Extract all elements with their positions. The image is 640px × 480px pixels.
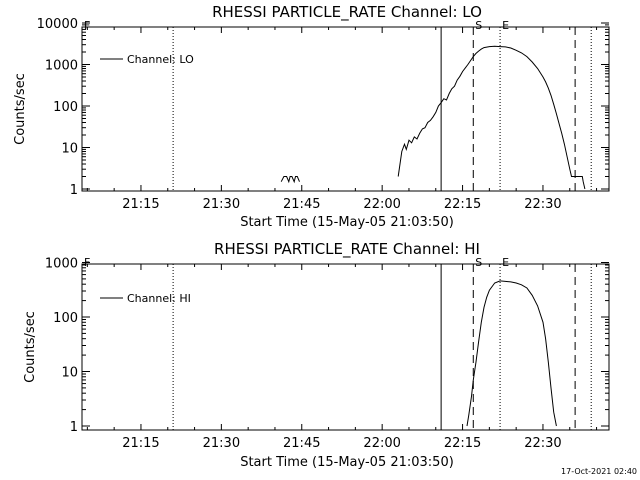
- series-line: [280, 176, 300, 184]
- chart-title: RHESSI PARTICLE_RATE Channel: LO: [212, 3, 482, 22]
- event-marker-label: S: [475, 19, 482, 32]
- event-marker-label: F: [84, 19, 90, 32]
- y-axis-label: Counts/sec: [13, 73, 28, 145]
- plot-frame: [81, 263, 610, 431]
- x-tick-label: 22:15: [444, 436, 481, 451]
- x-tick-label: 21:30: [203, 197, 240, 212]
- series-line: [397, 45, 586, 190]
- y-tick-label: 1: [70, 420, 78, 435]
- x-axis-label: Start Time (15-May-05 21:03:50): [240, 215, 454, 230]
- event-marker-label: S: [475, 256, 482, 269]
- x-axis-label: Start Time (15-May-05 21:03:50): [240, 455, 454, 470]
- x-tick-label: 21:45: [283, 197, 320, 212]
- event-marker-label: F: [84, 256, 90, 269]
- x-tick-label: 22:00: [363, 197, 400, 212]
- x-tick-label: 22:30: [524, 197, 561, 212]
- y-tick-label: 10000: [37, 17, 78, 32]
- y-tick-label: 100: [53, 311, 78, 326]
- x-tick-label: 22:30: [524, 436, 561, 451]
- x-tick-label: 21:45: [283, 436, 320, 451]
- y-tick-label: 1: [70, 183, 78, 198]
- x-tick-label: 22:00: [363, 436, 400, 451]
- y-tick-label: 1000: [45, 257, 78, 272]
- legend: Channel: HI: [100, 292, 191, 305]
- series-line: [466, 280, 557, 427]
- y-tick-label: 10: [61, 142, 78, 157]
- y-tick-label: 100: [53, 100, 78, 115]
- panel-top: RHESSI PARTICLE_RATE Channel: LO 21:15 21…: [13, 3, 610, 230]
- x-tick-label: 21:15: [122, 197, 159, 212]
- y-tick-label: 1000: [45, 59, 78, 74]
- x-tick-label: 21:15: [122, 436, 159, 451]
- data-series: [280, 45, 586, 190]
- legend: Channel: LO: [100, 53, 194, 66]
- event-marker-label: E: [502, 256, 509, 269]
- chart-title: RHESSI PARTICLE_RATE Channel: HI: [214, 240, 480, 259]
- event-marker-label: E: [502, 19, 509, 32]
- x-ticks: 21:15 21:30 21:45 22:00 22:15 22:30: [86, 264, 598, 451]
- x-tick-label: 21:30: [203, 436, 240, 451]
- y-ticks: 1 10 100 1000 10000: [37, 17, 609, 198]
- x-tick-label: 22:15: [444, 197, 481, 212]
- data-series: [466, 280, 557, 427]
- y-axis-label: Counts/sec: [23, 311, 38, 383]
- panel-bottom: RHESSI PARTICLE_RATE Channel: HI 21:15 21…: [23, 240, 610, 470]
- legend-label: Channel: HI: [127, 292, 191, 305]
- legend-label: Channel: LO: [127, 53, 194, 66]
- y-tick-label: 10: [61, 366, 78, 381]
- timestamp: 17-Oct-2021 02:40: [561, 467, 637, 476]
- y-ticks: 1 10 100 1000: [45, 257, 609, 435]
- plot-frame: [81, 26, 610, 192]
